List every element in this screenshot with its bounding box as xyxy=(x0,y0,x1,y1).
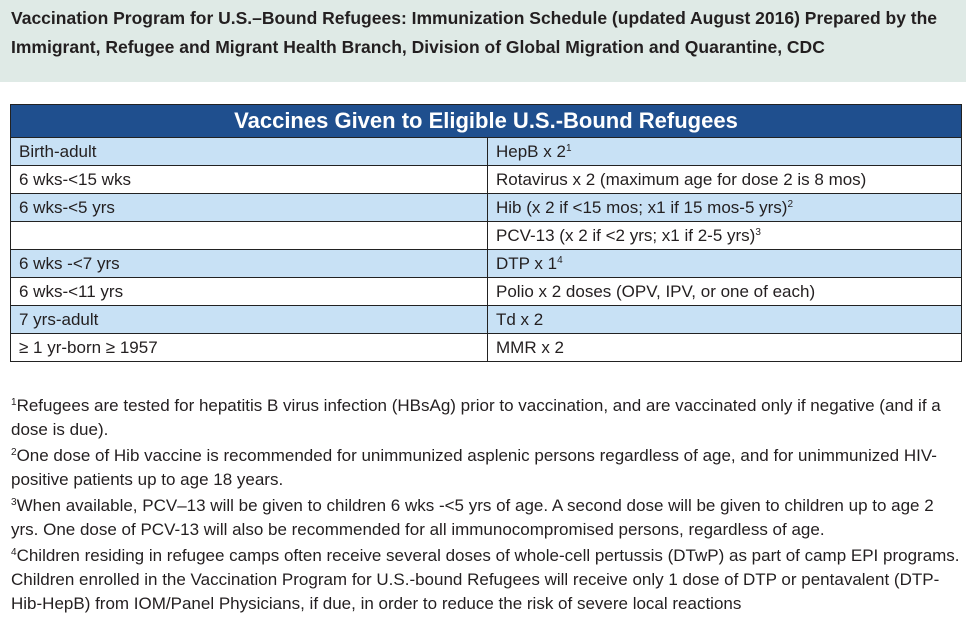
table-row: 6 wks -<7 yrs DTP x 14 xyxy=(10,249,962,278)
footnote-ref: 4 xyxy=(557,254,563,266)
footnote-text: Children residing in refugee camps often… xyxy=(11,546,960,613)
table-body: Birth-adult HepB x 21 6 wks-<15 wks Rotavir… xyxy=(10,137,962,362)
vaccine-text: PCV-13 (x 2 if <2 yrs; x1 if 2-5 yrs) xyxy=(496,225,756,245)
footnote-ref: 2 xyxy=(787,198,794,210)
footnote-mark: 1 xyxy=(11,397,17,408)
table-row: PCV-13 (x 2 if <2 yrs; x1 if 2-5 yrs)3 xyxy=(10,221,962,250)
footnote-text: One dose of Hib vaccine is recommended f… xyxy=(11,446,937,489)
age-cell: 7 yrs-adult xyxy=(10,305,488,334)
age-cell: ≥ 1 yr-born ≥ 1957 xyxy=(10,333,488,362)
table-title: Vaccines Given to Eligible U.S.-Bound Re… xyxy=(10,104,962,138)
vaccine-text: Polio x 2 doses (OPV, IPV, or one of eac… xyxy=(496,281,816,301)
age-text: 6 wks-<11 yrs xyxy=(19,281,124,301)
age-text: Birth-adult xyxy=(19,141,97,161)
vaccine-cell: Rotavirus x 2 (maximum age for dose 2 is… xyxy=(487,165,962,194)
age-cell: 6 wks-<11 yrs xyxy=(10,277,488,306)
vaccine-cell: Td x 2 xyxy=(487,305,962,334)
vaccine-cell: HepB x 21 xyxy=(487,137,962,166)
vaccine-cell: PCV-13 (x 2 if <2 yrs; x1 if 2-5 yrs)3 xyxy=(487,221,962,250)
age-cell: Birth-adult xyxy=(10,137,488,166)
vaccine-text: HepB x 2 xyxy=(496,141,566,161)
footnotes: 1Refugees are tested for hepatitis B vir… xyxy=(11,394,961,618)
table-row: 6 wks-<11 yrs Polio x 2 doses (OPV, IPV, … xyxy=(10,277,962,306)
vaccine-table: Vaccines Given to Eligible U.S.-Bound Re… xyxy=(10,104,962,362)
table-row: ≥ 1 yr-born ≥ 1957 MMR x 2 xyxy=(10,333,962,362)
vaccine-text: Rotavirus x 2 (maximum age for dose 2 is… xyxy=(496,169,867,189)
footnote-text: When available, PCV–13 will be given to … xyxy=(11,496,934,539)
footnote-ref: 3 xyxy=(755,226,761,238)
footnote: 2One dose of Hib vaccine is recommended … xyxy=(11,444,961,492)
age-text: 6 wks -<7 yrs xyxy=(19,253,120,273)
footnote-ref: 1 xyxy=(565,142,572,154)
footnote-text: Refugees are tested for hepatitis B viru… xyxy=(11,396,941,439)
table-row: Birth-adult HepB x 21 xyxy=(10,137,962,166)
age-text: 6 wks-<5 yrs xyxy=(19,197,115,217)
age-cell xyxy=(10,221,488,250)
age-text: ≥ 1 yr-born ≥ 1957 xyxy=(19,337,158,357)
header: Vaccination Program for U.S.–Bound Refug… xyxy=(0,0,966,82)
header-title: Vaccination Program for U.S.–Bound Refug… xyxy=(11,8,938,57)
age-cell: 6 wks-<5 yrs xyxy=(10,193,488,222)
table-row: 6 wks-<5 yrs Hib (x 2 if <15 mos; x1 if 1… xyxy=(10,193,962,222)
table-row: 7 yrs-adult Td x 2 xyxy=(10,305,962,334)
vaccine-text: MMR x 2 xyxy=(496,337,564,357)
vaccine-text: DTP x 1 xyxy=(496,253,558,273)
footnote: 1Refugees are tested for hepatitis B vir… xyxy=(11,394,961,442)
vaccine-text: Td x 2 xyxy=(496,309,544,329)
table-row: 6 wks-<15 wks Rotavirus x 2 (maximum age … xyxy=(10,165,962,194)
footnote: 4Children residing in refugee camps ofte… xyxy=(11,544,961,616)
footnote-mark: 3 xyxy=(11,497,17,508)
vaccine-cell: MMR x 2 xyxy=(487,333,962,362)
table-title-row: Vaccines Given to Eligible U.S.-Bound Re… xyxy=(10,104,962,138)
age-text: 7 yrs-adult xyxy=(19,309,99,329)
footnote: 3When available, PCV–13 will be given to… xyxy=(11,494,961,542)
footnote-mark: 2 xyxy=(11,447,17,458)
age-cell: 6 wks -<7 yrs xyxy=(10,249,488,278)
vaccine-cell: Polio x 2 doses (OPV, IPV, or one of eac… xyxy=(487,277,962,306)
vaccine-cell: Hib (x 2 if <15 mos; x1 if 15 mos-5 yrs)… xyxy=(487,193,962,222)
vaccine-cell: DTP x 14 xyxy=(487,249,962,278)
age-text: 6 wks-<15 wks xyxy=(19,169,131,189)
age-cell: 6 wks-<15 wks xyxy=(10,165,488,194)
vaccine-text: Hib (x 2 if <15 mos; x1 if 15 mos-5 yrs) xyxy=(496,197,788,217)
footnote-mark: 4 xyxy=(11,547,17,558)
